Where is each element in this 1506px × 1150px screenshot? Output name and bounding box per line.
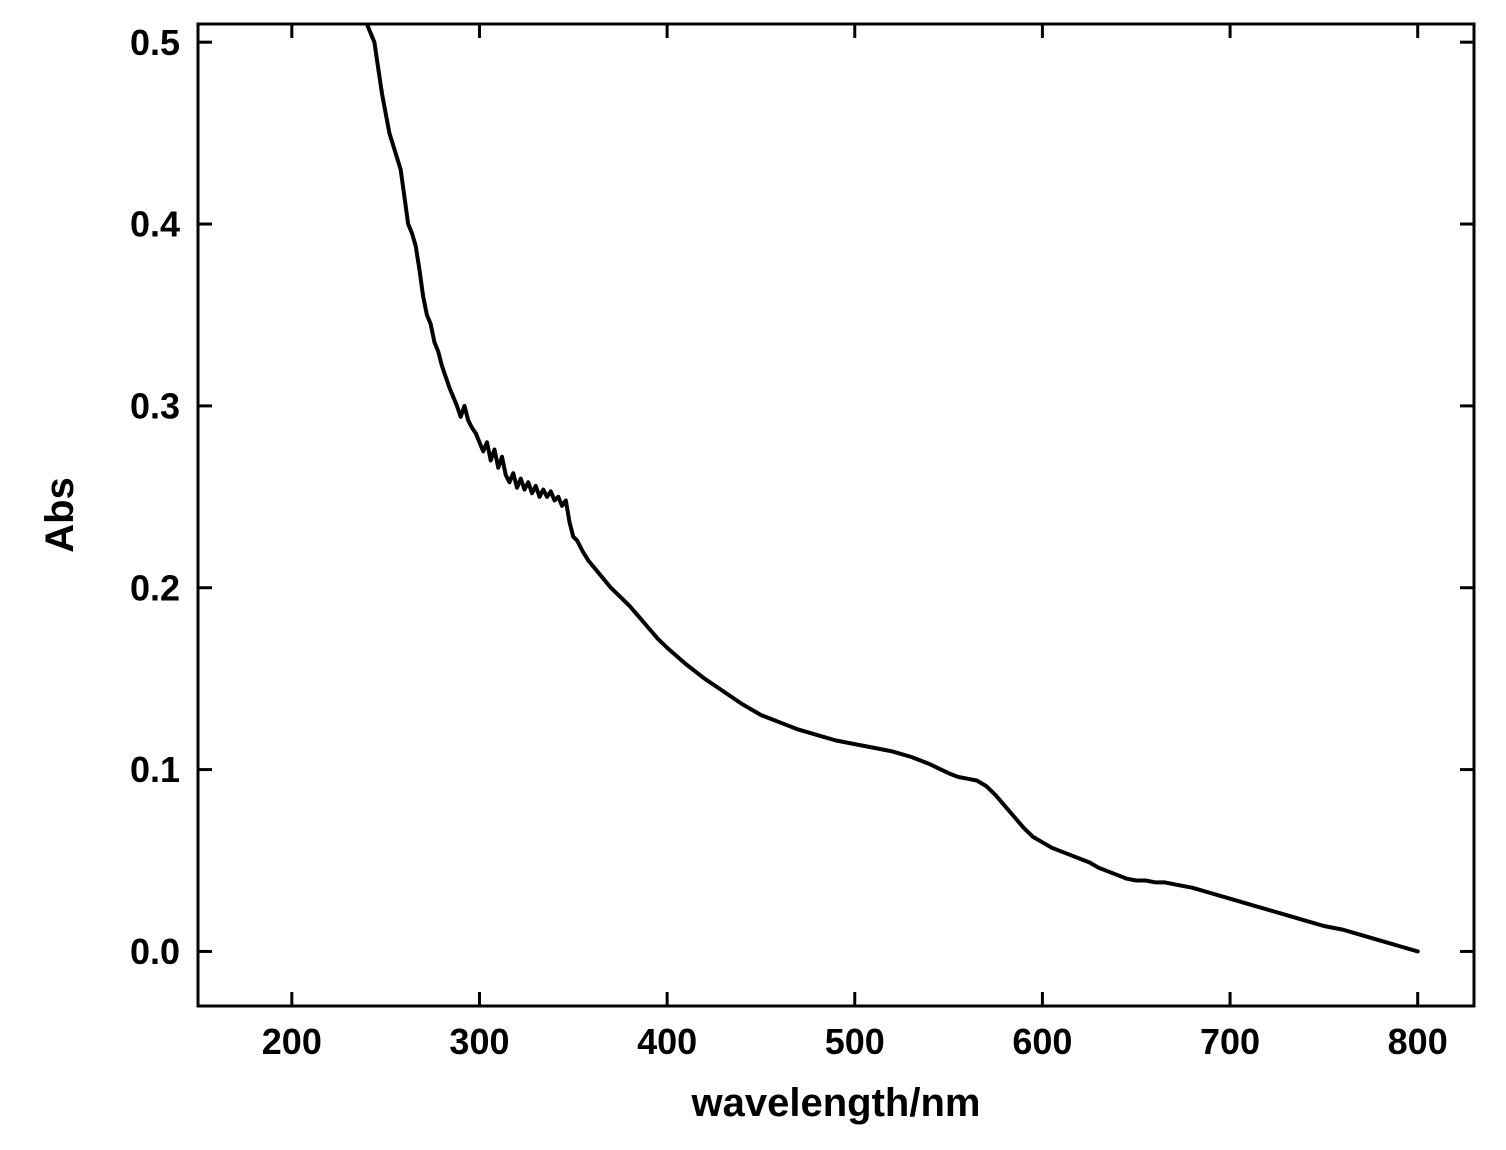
chart-svg: 200 300 400 500 600 700 800 0.0 0.1 0.2 0.3 0.4 0.5 w… xyxy=(0,0,1506,1150)
x-tick-label: 400 xyxy=(637,1021,697,1062)
y-axis-label: Abs xyxy=(38,477,82,553)
x-tick-label: 500 xyxy=(825,1021,885,1062)
x-tick-label: 200 xyxy=(262,1021,322,1062)
x-axis-label: wavelength/nm xyxy=(691,1081,981,1125)
y-tick-label: 0.5 xyxy=(130,22,180,63)
x-tick-label: 700 xyxy=(1200,1021,1260,1062)
x-tick-label: 800 xyxy=(1388,1021,1448,1062)
x-tick-label: 600 xyxy=(1012,1021,1072,1062)
x-tick-label: 300 xyxy=(449,1021,509,1062)
y-tick-label: 0.0 xyxy=(130,931,180,972)
y-tick-label: 0.1 xyxy=(130,749,180,790)
y-tick-label: 0.3 xyxy=(130,385,180,426)
spectrum-chart: 200 300 400 500 600 700 800 0.0 0.1 0.2 0.3 0.4 0.5 w… xyxy=(0,0,1506,1150)
y-tick-label: 0.2 xyxy=(130,567,180,608)
y-tick-label: 0.4 xyxy=(130,204,180,245)
